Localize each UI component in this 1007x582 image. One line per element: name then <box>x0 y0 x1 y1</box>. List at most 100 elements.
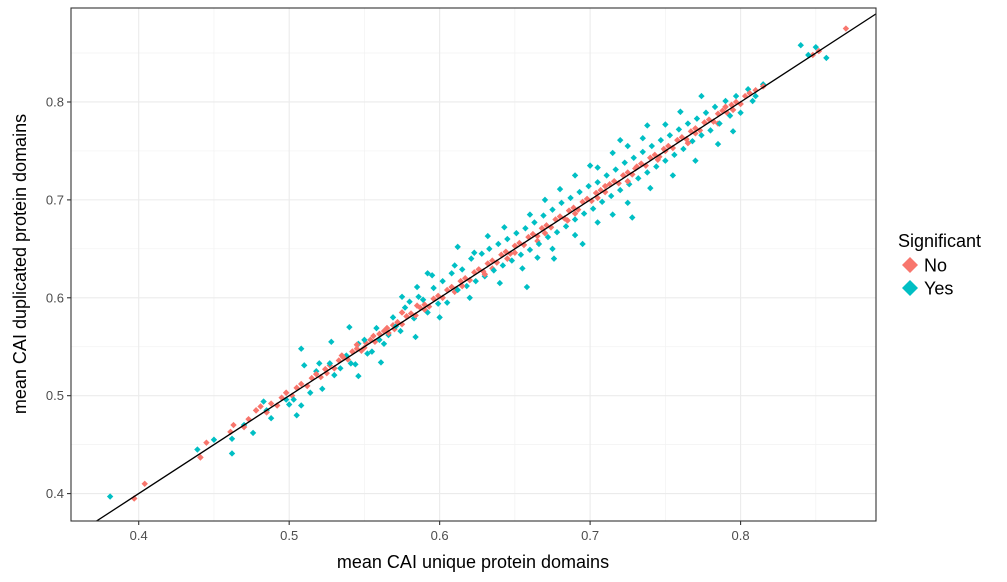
point-no <box>610 178 618 185</box>
point-yes <box>541 196 549 204</box>
point-yes <box>434 300 442 307</box>
point-yes <box>436 314 443 321</box>
point-yes <box>319 385 326 393</box>
point-no <box>687 128 695 135</box>
point-yes <box>454 286 461 294</box>
x-tick-label: 0.5 <box>280 528 298 543</box>
point-yes <box>448 270 455 277</box>
point-no <box>298 380 305 388</box>
point-no <box>547 224 555 231</box>
point-no <box>624 169 631 176</box>
point-no <box>564 217 571 224</box>
point-yes <box>535 240 543 248</box>
point-yes <box>361 336 368 344</box>
point-yes <box>671 151 678 159</box>
point-yes <box>550 255 558 262</box>
point-yes <box>630 154 637 161</box>
point-no <box>230 421 237 429</box>
point-yes <box>526 211 534 218</box>
point-yes <box>347 360 355 367</box>
point-yes <box>501 224 508 231</box>
point-yes <box>389 314 397 321</box>
point-yes <box>415 293 422 301</box>
point-yes <box>603 172 610 179</box>
point-yes <box>495 240 502 248</box>
point-yes <box>666 132 674 139</box>
point-yes <box>412 333 419 341</box>
legend-label-no: No <box>924 256 947 276</box>
x-axis-ticks: 0.4 0.5 0.6 0.7 0.8 <box>130 521 750 543</box>
point-yes <box>522 225 529 232</box>
point-yes <box>609 149 616 157</box>
point-no <box>710 118 717 125</box>
point-yes <box>749 97 756 105</box>
point-yes <box>675 126 683 133</box>
point-yes <box>428 272 436 279</box>
point-no <box>633 163 640 170</box>
point-yes <box>653 163 660 170</box>
point-no <box>729 106 737 114</box>
point-no <box>313 370 320 378</box>
point-yes <box>316 360 323 367</box>
point-no <box>601 188 609 196</box>
point-no <box>370 332 377 340</box>
point-no <box>516 239 523 247</box>
point-yes <box>553 228 561 236</box>
y-tick-label: 0.6 <box>46 290 64 305</box>
point-no <box>597 186 604 194</box>
point-yes <box>439 277 446 285</box>
point-yes <box>579 240 586 248</box>
point-yes <box>702 109 710 116</box>
point-yes <box>797 42 804 49</box>
point-yes <box>585 182 592 190</box>
point-no <box>141 480 148 487</box>
point-yes <box>744 86 752 93</box>
point-no <box>511 242 519 250</box>
point-yes <box>454 243 461 251</box>
point-no <box>629 171 636 178</box>
point-no <box>282 389 290 396</box>
point-yes <box>571 172 579 179</box>
point-yes <box>644 122 651 129</box>
point-yes <box>472 277 479 285</box>
point-yes <box>635 175 642 182</box>
point-no <box>543 222 550 229</box>
point-yes <box>106 493 114 500</box>
point-yes <box>639 135 646 142</box>
point-yes <box>413 283 421 291</box>
point-yes <box>519 265 526 272</box>
point-yes <box>571 216 579 223</box>
grid-lines <box>71 8 876 521</box>
point-yes <box>290 396 297 403</box>
y-axis-title: mean CAI duplicated protein domains <box>10 114 30 414</box>
point-no <box>722 103 729 111</box>
point-yes <box>526 246 534 254</box>
point-yes <box>513 229 520 237</box>
y-tick-label: 0.4 <box>46 486 64 501</box>
point-yes <box>549 206 556 213</box>
point-yes <box>621 159 628 166</box>
point-no <box>624 178 631 185</box>
legend-key-no <box>902 257 918 273</box>
point-yes <box>210 436 218 443</box>
point-yes <box>648 142 656 150</box>
point-yes <box>558 199 565 207</box>
point-yes <box>463 282 470 290</box>
point-no <box>601 182 609 190</box>
point-yes <box>471 249 478 256</box>
point-yes <box>669 172 677 179</box>
point-yes <box>346 323 353 331</box>
point-yes <box>267 415 275 422</box>
point-yes <box>639 148 646 156</box>
point-yes <box>580 210 588 217</box>
point-yes <box>490 267 498 274</box>
point-yes <box>523 283 531 291</box>
point-yes <box>556 185 564 193</box>
point-no <box>606 181 613 188</box>
point-yes <box>662 157 669 164</box>
point-yes <box>406 298 413 305</box>
reference-line-group <box>95 13 876 521</box>
point-yes <box>301 362 308 369</box>
point-no <box>692 125 699 132</box>
